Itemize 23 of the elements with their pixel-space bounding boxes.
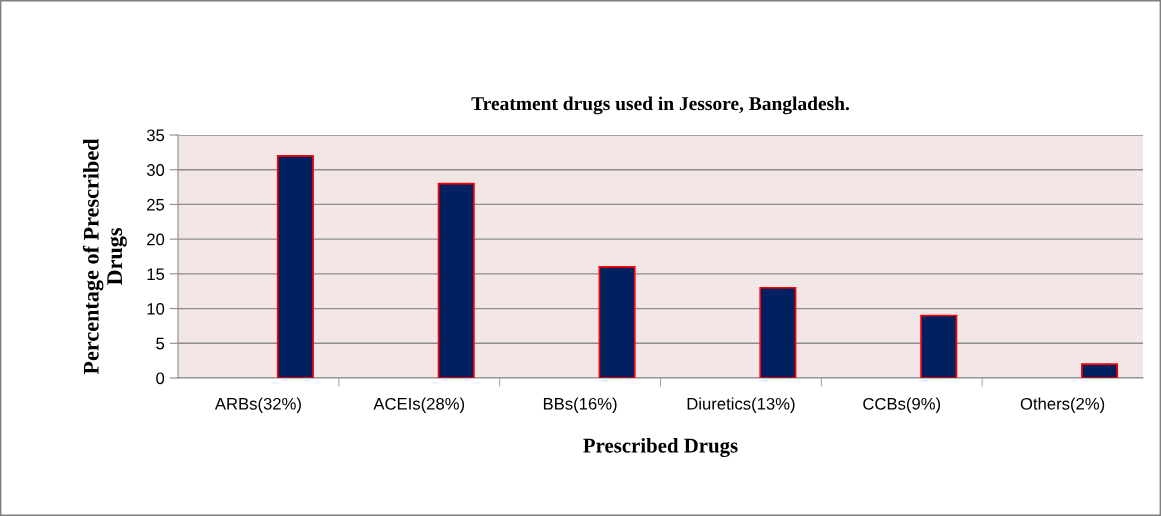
bar: [920, 314, 958, 378]
x-axis-title: Prescribed Drugs: [583, 437, 738, 458]
bar: [276, 154, 314, 378]
y-tick-label: 35: [146, 129, 165, 142]
y-tick-label: 25: [147, 198, 165, 211]
y-axis-title: Percentage of Prescribed Drugs: [82, 138, 127, 375]
x-tick-label: CCBs(9%): [863, 397, 941, 413]
x-tick-label: Others(2%): [1020, 397, 1105, 413]
chart-title: Treatment drugs used in Jessore, Bangladesh.: [471, 96, 849, 115]
y-tick-label: 0: [156, 372, 165, 385]
bar: [437, 182, 475, 378]
y-tick-label: 15: [147, 268, 165, 281]
x-tick-label: Diuretics(13%): [687, 397, 795, 413]
bar: [1081, 363, 1119, 378]
y-tick-label: 5: [156, 337, 165, 350]
bar: [598, 266, 636, 378]
x-tick-label: BBs(16%): [543, 397, 617, 413]
y-tick-label: 20: [147, 233, 165, 246]
x-tick-label: ACEIs(28%): [373, 397, 465, 413]
x-tick-label: ARBs(32%): [214, 397, 301, 413]
y-tick-label: 10: [147, 302, 165, 315]
y-tick-label: 30: [146, 164, 165, 176]
bar: [759, 286, 797, 378]
